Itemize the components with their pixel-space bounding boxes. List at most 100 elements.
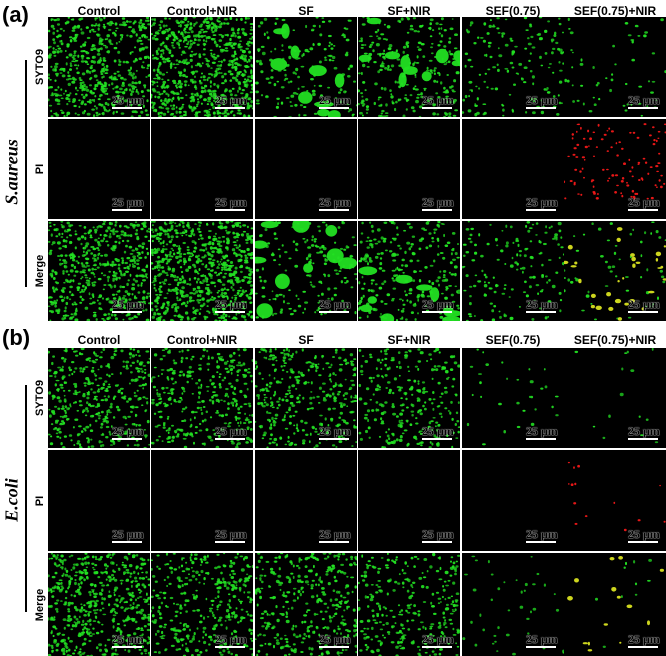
scale-bar-label: 25 μm xyxy=(112,297,144,311)
scale-bar: 25 μm xyxy=(422,195,454,211)
micrograph-image xyxy=(255,348,357,448)
micrograph-cell: 25 μm xyxy=(255,553,357,656)
scale-bar: 25 μm xyxy=(422,527,454,543)
column-header: SEF(0.75) xyxy=(485,333,541,347)
micrograph-image xyxy=(48,553,150,656)
scale-bar-label: 25 μm xyxy=(215,424,247,438)
scale-bar-label: 25 μm xyxy=(319,195,351,209)
micrograph-cell: 25 μm xyxy=(462,221,564,321)
scale-bar-line xyxy=(112,311,142,313)
micrograph-image xyxy=(574,348,659,444)
micrograph-cell: 25 μm xyxy=(151,119,253,219)
scale-bar: 25 μm xyxy=(628,298,660,313)
scale-bar: 25 μm xyxy=(319,633,351,648)
scale-bar-line xyxy=(422,646,452,648)
scale-bar-line xyxy=(215,541,245,543)
scale-bar: 25 μm xyxy=(422,297,454,313)
scale-bar-line xyxy=(628,541,658,543)
scale-bar-label: 25 μm xyxy=(628,424,660,438)
scale-bar-label: 25 μm xyxy=(422,527,454,541)
micrograph-cell: 25 μm xyxy=(48,17,150,117)
scale-bar: 25 μm xyxy=(628,93,660,109)
scale-bar-line xyxy=(526,107,556,109)
scale-bar-label: 25 μm xyxy=(319,297,351,311)
scale-bar-label: 25 μm xyxy=(112,195,144,209)
scale-bar-line xyxy=(422,311,452,313)
scale-bar-label: 25 μm xyxy=(628,93,660,107)
micrograph-cell: 25 μm xyxy=(255,348,357,448)
scale-bar-line xyxy=(628,107,658,109)
scale-bar-label: 25 μm xyxy=(422,297,454,311)
scale-bar: 25 μm xyxy=(319,297,351,313)
scale-bar-line xyxy=(112,107,142,109)
micrograph-cell: 25 μm xyxy=(151,553,253,656)
micrograph-cell: 25 μm xyxy=(255,119,357,219)
scale-bar: 25 μm xyxy=(319,528,351,543)
scale-bar-label: 25 μm xyxy=(526,297,558,311)
row-label: PI xyxy=(34,495,46,506)
scale-bar: 25 μm xyxy=(215,424,247,440)
row-label: SYTO9 xyxy=(34,380,46,416)
scale-bar: 25 μm xyxy=(526,195,558,211)
micrograph-cell: 25 μm xyxy=(255,221,357,321)
micrograph-cell: 25 μm xyxy=(462,348,564,448)
micrograph-cell: 25 μm xyxy=(48,221,150,321)
scale-bar-line xyxy=(319,438,349,440)
micrograph-image xyxy=(255,221,357,319)
species-bracket-line xyxy=(25,385,27,612)
micrograph-image xyxy=(255,553,357,656)
column-header: Control+NIR xyxy=(166,333,238,347)
scale-bar: 25 μm xyxy=(112,195,144,211)
scale-bar-label: 25 μm xyxy=(215,195,247,209)
panel-label: (b) xyxy=(2,325,31,350)
micrograph-cell: 25 μm xyxy=(48,119,150,219)
scale-bar-label: 25 μm xyxy=(215,527,247,541)
column-header: SF xyxy=(298,4,314,18)
micrograph-image xyxy=(462,17,564,117)
scale-bar-line xyxy=(215,311,245,313)
micrograph-cell: 25 μm xyxy=(358,119,460,219)
column-header: SF+NIR xyxy=(387,333,431,347)
scale-bar-label: 25 μm xyxy=(112,93,144,107)
micrograph-image xyxy=(358,553,460,656)
micrograph-image xyxy=(151,17,253,117)
scale-bar: 25 μm xyxy=(628,196,660,211)
scale-bar-line xyxy=(422,209,452,211)
scale-bar-line xyxy=(526,209,556,211)
scale-bar: 25 μm xyxy=(422,94,454,109)
micrograph-image xyxy=(151,348,253,448)
scale-bar: 25 μm xyxy=(215,297,247,313)
micrograph-cell: 25 μm xyxy=(151,221,253,321)
micrograph-cell: 25 μm xyxy=(48,553,150,656)
micrograph-cell: 25 μm xyxy=(564,553,666,656)
scale-bar-label: 25 μm xyxy=(628,527,660,541)
row-label: PI xyxy=(34,163,46,175)
scale-bar-line xyxy=(422,541,452,543)
scale-bar-label: 25 μm xyxy=(422,195,454,209)
scale-bar-line xyxy=(112,438,142,440)
scale-bar-label: 25 μm xyxy=(628,632,660,646)
micrograph-image xyxy=(358,17,460,117)
micrograph-cell: 25 μm xyxy=(358,450,460,551)
scale-bar-label: 25 μm xyxy=(215,93,247,107)
column-header: Control+NIR xyxy=(166,4,238,18)
scale-bar: 25 μm xyxy=(215,93,247,109)
scale-bar: 25 μm xyxy=(422,633,454,648)
scale-bar-label: 25 μm xyxy=(526,195,558,209)
scale-bar-line xyxy=(628,311,658,313)
micrograph-cell: 25 μm xyxy=(358,221,460,321)
scale-bar-line xyxy=(628,438,658,440)
scale-bar-line xyxy=(215,107,245,109)
scale-bar: 25 μm xyxy=(628,424,660,440)
scale-bar-line xyxy=(112,209,142,211)
scale-bar-label: 25 μm xyxy=(215,632,247,646)
scale-bar-label: 25 μm xyxy=(112,527,144,541)
micrograph-cell: 25 μm xyxy=(151,450,253,551)
scale-bar-line xyxy=(628,209,658,211)
row-label: SYTO9 xyxy=(34,49,46,85)
scale-bar: 25 μm xyxy=(526,633,558,648)
scale-bar: 25 μm xyxy=(112,527,144,543)
micrograph-cell: 25 μm xyxy=(564,17,666,117)
micrograph-cell: 25 μm xyxy=(462,119,564,219)
scale-bar-label: 25 μm xyxy=(215,297,247,311)
